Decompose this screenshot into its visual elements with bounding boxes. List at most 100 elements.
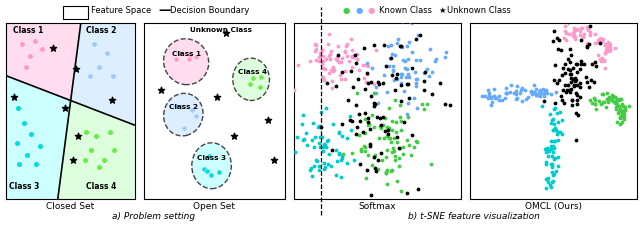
Point [607,93,617,97]
Point [600,52,610,55]
Point [614,98,625,101]
Point [360,149,371,153]
Point [559,101,570,104]
Point [202,169,212,173]
Point [403,82,413,86]
Point [380,129,390,133]
Point [538,87,548,91]
Point [327,86,337,90]
Point [401,76,412,79]
Point [403,57,413,61]
Text: Known Class: Known Class [379,6,432,15]
Point [560,24,570,27]
Point [540,90,550,94]
Point [598,93,609,96]
Point [396,81,406,85]
Point [383,106,394,110]
Point [608,99,618,102]
Point [388,136,399,139]
Text: Class 4: Class 4 [238,69,268,75]
Point [328,65,339,68]
Point [392,179,402,183]
Point [360,117,370,121]
Point [548,78,559,82]
Point [543,149,553,153]
X-axis label: Closed Set: Closed Set [47,202,95,211]
Point [568,66,578,70]
Point [305,59,316,63]
Point [603,40,613,44]
Point [411,37,421,41]
Point [362,62,372,65]
Point [584,42,594,46]
Point [575,29,585,33]
Point [595,41,605,45]
Point [349,158,359,162]
Point [310,49,321,53]
Point [402,138,412,142]
Point [555,130,565,134]
Point [346,55,356,59]
Point [548,146,559,150]
Point [615,116,625,120]
Point [348,85,358,89]
Point [401,68,412,71]
Point [601,47,611,51]
Point [315,52,325,55]
Point [427,71,437,74]
Point [575,63,586,66]
Point [541,150,551,154]
Point [595,99,605,103]
Point [564,88,574,92]
Point [332,58,342,62]
Point [568,83,579,87]
Point [319,143,330,147]
Point [612,112,623,115]
Point [561,38,572,41]
Point [553,130,563,134]
Point [552,112,563,115]
Point [566,98,577,102]
Point [408,96,419,99]
Point [538,94,548,98]
Point [440,50,451,54]
Point [317,48,327,52]
Point [530,92,540,95]
Point [531,93,541,96]
Point [563,20,573,24]
Point [619,117,629,121]
Point [589,80,599,83]
Point [548,179,558,183]
Point [359,46,369,50]
Point [398,145,408,149]
Point [326,164,336,168]
Point [586,33,596,37]
Point [540,148,550,151]
Point [544,150,554,153]
Polygon shape [58,101,135,199]
Point [347,151,357,155]
Point [366,193,376,197]
Point [547,170,557,174]
Point [396,190,406,193]
Point [611,100,621,103]
Point [589,32,600,36]
Point [406,20,417,24]
Point [340,49,350,52]
Point [511,92,521,96]
Point [546,139,556,143]
Point [396,75,406,79]
Point [582,25,593,29]
Point [406,153,416,157]
Point [297,122,307,125]
Point [594,40,604,44]
Point [314,124,324,128]
Point [517,86,527,89]
Point [388,69,399,73]
Point [365,127,375,131]
Point [521,97,531,101]
Point [360,176,371,180]
Point [612,97,623,101]
Point [342,136,353,140]
Point [17,42,27,46]
